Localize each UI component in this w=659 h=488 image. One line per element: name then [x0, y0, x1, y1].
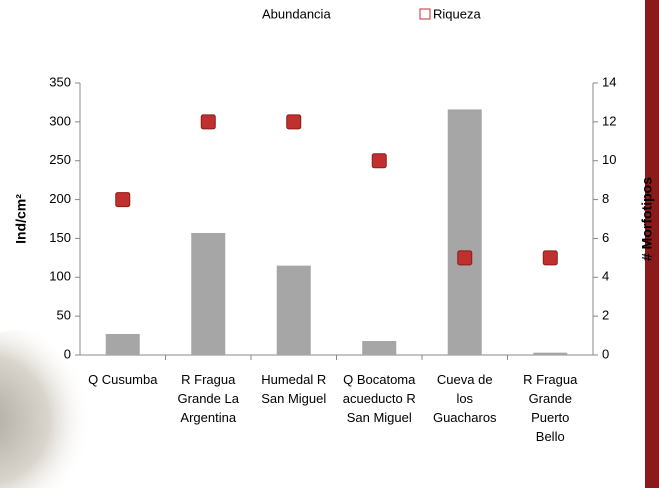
page: {"chart_data": {"type": "bar-scatter", "… [0, 0, 659, 488]
bar [277, 266, 311, 355]
y2-tick-label: 0 [602, 346, 609, 361]
y-tick-label: 0 [64, 346, 71, 361]
y-tick-label: 200 [49, 191, 71, 206]
y2-tick-label: 4 [602, 269, 609, 284]
y2-tick-label: 10 [602, 152, 616, 167]
decoration [0, 330, 110, 488]
y2-axis-label: # Morfotipos [639, 177, 655, 261]
y-tick-label: 350 [49, 74, 71, 89]
bar [191, 233, 225, 355]
legend-label: Riqueza [433, 6, 481, 21]
x-tick-label: Q Cusumba [88, 372, 158, 387]
y2-tick-label: 12 [602, 113, 616, 128]
point [458, 251, 472, 265]
point [201, 115, 215, 129]
point [116, 193, 130, 207]
bar [448, 109, 482, 355]
y-tick-label: 50 [57, 308, 71, 323]
legend-swatch [420, 9, 430, 19]
y-tick-label: 250 [49, 152, 71, 167]
bar [533, 353, 567, 355]
point [372, 154, 386, 168]
bar [106, 334, 140, 355]
y2-tick-label: 2 [602, 308, 609, 323]
y-tick-label: 300 [49, 113, 71, 128]
legend-label: Abundancia [262, 6, 331, 21]
bar [362, 341, 396, 355]
y-tick-label: 100 [49, 269, 71, 284]
y-tick-label: 150 [49, 230, 71, 245]
y2-tick-label: 14 [602, 74, 616, 89]
y2-tick-label: 8 [602, 191, 609, 206]
point [287, 115, 301, 129]
chart: Ind/cm² # Morfotipos 0501001502002503003… [0, 0, 659, 488]
point [543, 251, 557, 265]
y-axis-label: Ind/cm² [13, 194, 29, 244]
y2-tick-label: 6 [602, 230, 609, 245]
